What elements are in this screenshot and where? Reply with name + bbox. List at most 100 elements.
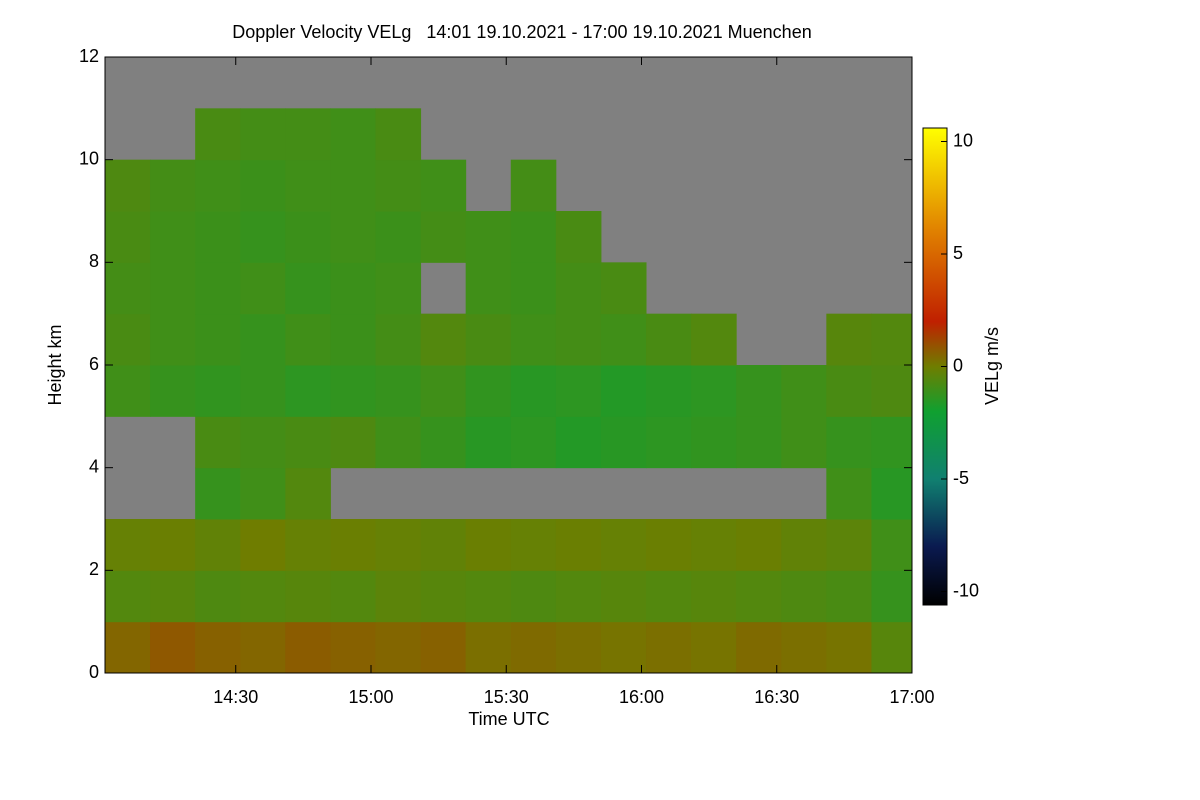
colorbar-tick-label: 10 xyxy=(953,130,973,150)
heat-cell xyxy=(375,211,422,263)
heat-cell xyxy=(465,211,512,263)
x-axis-label: Time UTC xyxy=(468,709,549,729)
heat-cell xyxy=(240,159,286,212)
heat-cell xyxy=(240,211,286,263)
heat-cell xyxy=(465,570,512,623)
heat-cell xyxy=(285,416,331,469)
heat-cell xyxy=(150,313,196,366)
heat-cell xyxy=(330,159,377,212)
heat-cell xyxy=(555,519,602,571)
heat-cell xyxy=(826,365,872,417)
heat-cell xyxy=(600,519,647,571)
heat-cell xyxy=(375,519,422,571)
heat-cell xyxy=(736,416,782,469)
heat-cell xyxy=(646,621,692,674)
heat-cell xyxy=(465,365,512,417)
heat-cell xyxy=(555,365,602,417)
heat-cell xyxy=(195,159,241,212)
heat-cell xyxy=(691,313,737,366)
heat-cell xyxy=(781,416,827,469)
heat-cell xyxy=(600,313,647,366)
colorbar-tick-label: 0 xyxy=(953,355,963,375)
x-tick-label: 16:00 xyxy=(619,687,664,707)
heat-cell xyxy=(600,262,647,315)
heat-cell xyxy=(285,159,331,212)
heat-cell xyxy=(871,467,913,520)
heat-cell xyxy=(826,519,872,571)
heat-cell xyxy=(555,570,602,623)
heat-cell xyxy=(781,519,827,571)
heat-cell xyxy=(285,313,331,366)
heat-cell xyxy=(195,570,241,623)
heat-cell xyxy=(375,416,422,469)
heat-cell xyxy=(105,621,151,674)
colorbar-tick-label: 5 xyxy=(953,243,963,263)
heat-cell xyxy=(240,467,286,520)
heat-cell xyxy=(195,621,241,674)
heat-cell xyxy=(375,621,422,674)
heat-cell xyxy=(826,416,872,469)
heat-cell xyxy=(510,159,557,212)
heat-cell xyxy=(105,262,151,315)
heat-cell xyxy=(375,262,422,315)
heat-cell xyxy=(195,313,241,366)
heat-cell xyxy=(555,262,602,315)
heat-cell xyxy=(691,519,737,571)
heat-cell xyxy=(375,159,422,212)
heat-cell xyxy=(781,621,827,674)
heat-cell xyxy=(285,262,331,315)
heat-cell xyxy=(871,365,913,417)
heat-cell xyxy=(330,262,377,315)
heat-cell xyxy=(826,467,872,520)
heat-cell xyxy=(600,621,647,674)
heat-cell xyxy=(510,570,557,623)
heat-cell xyxy=(465,262,512,315)
heat-cell xyxy=(871,519,913,571)
heat-cell xyxy=(240,262,286,315)
heat-cell xyxy=(871,416,913,469)
heat-cell xyxy=(150,211,196,263)
heat-cell xyxy=(691,416,737,469)
chart-title: Doppler Velocity VELg 14:01 19.10.2021 -… xyxy=(232,22,811,42)
heat-cell xyxy=(736,519,782,571)
heat-cell xyxy=(330,313,377,366)
heat-cell xyxy=(465,416,512,469)
heat-cell xyxy=(375,108,422,161)
heat-cell xyxy=(330,211,377,263)
heat-cell xyxy=(781,570,827,623)
heat-cell xyxy=(195,365,241,417)
heat-cell xyxy=(420,416,467,469)
x-tick-label: 14:30 xyxy=(213,687,258,707)
heat-cell xyxy=(646,313,692,366)
heat-cell xyxy=(420,159,467,212)
heat-cell xyxy=(195,416,241,469)
heat-cell xyxy=(375,313,422,366)
heat-cell xyxy=(240,621,286,674)
heat-cell xyxy=(871,621,913,674)
heat-cell xyxy=(420,313,467,366)
heat-cell xyxy=(871,313,913,366)
heat-cell xyxy=(330,108,377,161)
heat-cell xyxy=(691,365,737,417)
heat-cell xyxy=(691,570,737,623)
heat-cell xyxy=(285,108,331,161)
heat-cell xyxy=(105,365,151,417)
heat-cell xyxy=(240,570,286,623)
heat-cell xyxy=(510,211,557,263)
heat-cell xyxy=(510,365,557,417)
heat-cell xyxy=(240,365,286,417)
heat-cell xyxy=(691,621,737,674)
heat-cell xyxy=(826,313,872,366)
heat-cell xyxy=(240,519,286,571)
heat-cell xyxy=(465,621,512,674)
colorbar-tick-label: -10 xyxy=(953,580,979,600)
heat-cell xyxy=(195,211,241,263)
heat-cell xyxy=(105,211,151,263)
heat-cell xyxy=(781,365,827,417)
y-tick-label: 12 xyxy=(79,46,99,66)
heat-cell xyxy=(285,519,331,571)
colorbar-label: VELg m/s xyxy=(982,327,1002,405)
heat-cell xyxy=(285,570,331,623)
heat-cell xyxy=(555,313,602,366)
x-tick-label: 15:30 xyxy=(484,687,529,707)
